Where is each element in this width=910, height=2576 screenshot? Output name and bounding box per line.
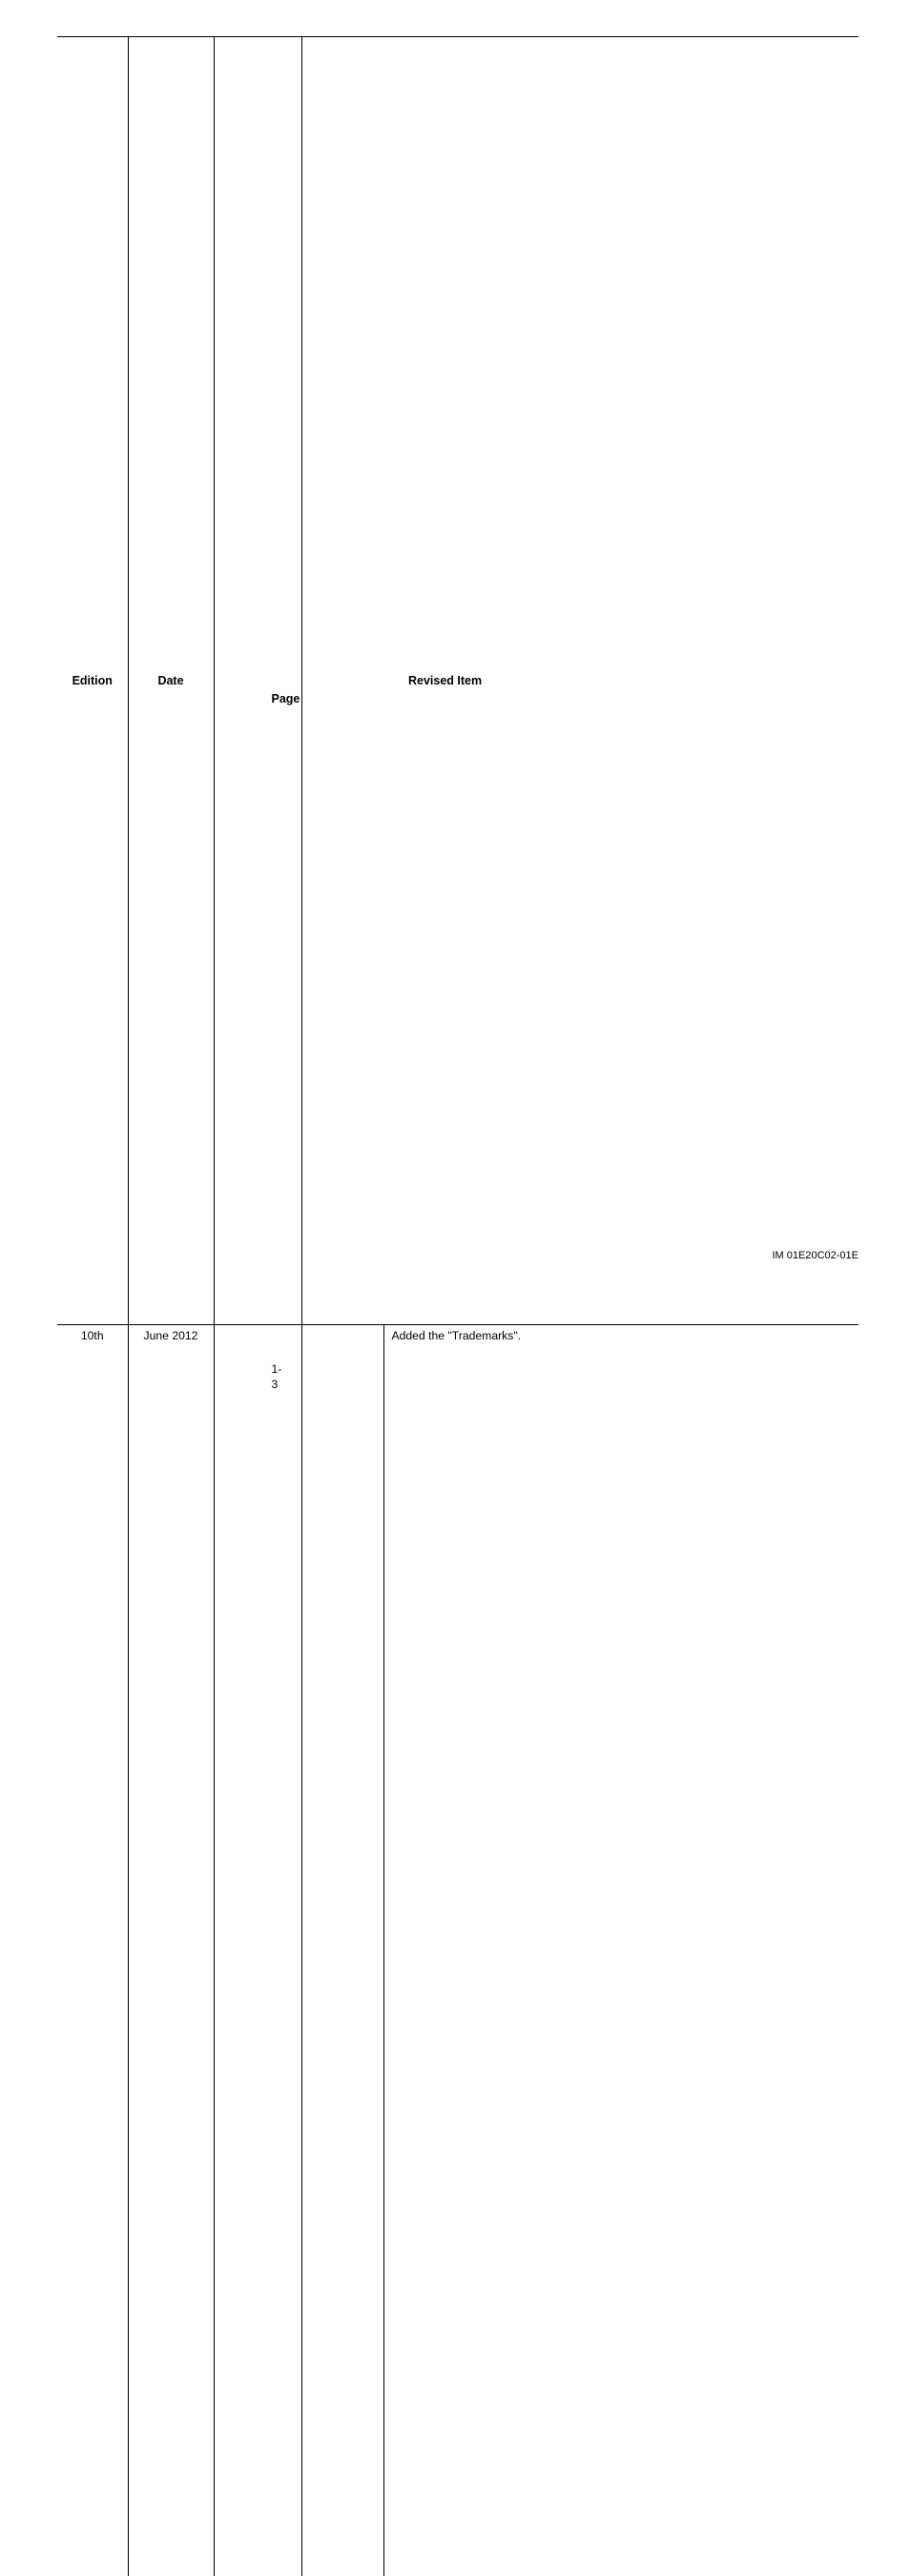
revision-table: Edition Date Page Revised Item 10thJune … [57,36,858,2576]
cell-ref [301,1325,383,2576]
col-header-date: Date [128,37,214,1325]
cell-item: Added the "Trademarks". [383,1325,858,2576]
col-header-ref [301,37,383,1325]
col-header-item: Revised Item [383,37,858,1325]
cell-page: 1-3 [214,1325,301,2576]
document-page: Edition Date Page Revised Item 10thJune … [0,0,910,1288]
col-header-edition: Edition [57,37,128,1325]
document-footer: IM 01E20C02-01E [773,1250,859,1261]
table-row: 10thJune 20121-3 Added the "Trademarks". [57,1325,858,2576]
cell-edition: 10th [57,1325,128,2576]
cell-date: June 2012 [128,1325,214,2576]
col-header-page: Page [214,37,301,1325]
table-header-row: Edition Date Page Revised Item [57,37,858,1325]
